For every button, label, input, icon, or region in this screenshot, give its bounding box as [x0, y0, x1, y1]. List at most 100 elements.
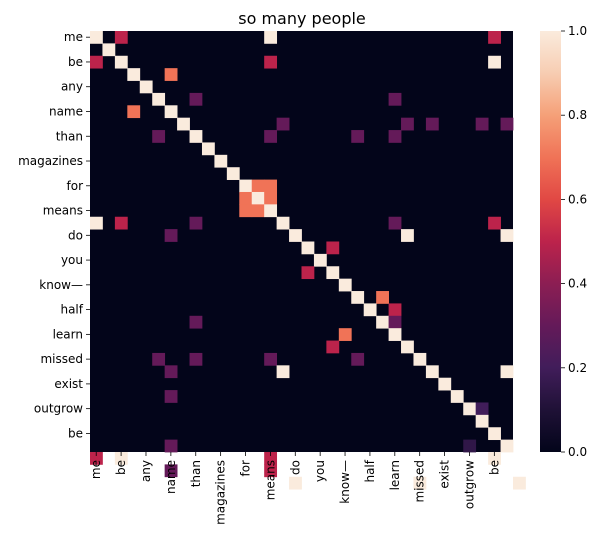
heatmap-cell	[239, 191, 253, 205]
y-tick-label: be	[68, 426, 83, 440]
heatmap-cell	[388, 92, 402, 106]
heatmap-cell	[239, 204, 253, 218]
heatmap-cell	[114, 452, 128, 465]
heatmap-cell	[264, 352, 278, 366]
x-tick-label: be	[114, 460, 128, 475]
heatmap-cell	[376, 315, 389, 329]
heatmap-cell	[488, 55, 501, 69]
y-tick-label: means	[43, 204, 83, 218]
heatmap-cell	[488, 31, 501, 44]
heatmap-cell	[488, 452, 501, 465]
x-axis: me be any name than magazines for means do you kno…	[89, 452, 501, 525]
x-tick-label: outgrow	[462, 460, 476, 509]
heatmap-cell	[164, 439, 178, 453]
x-tick-label: exist	[438, 460, 452, 489]
heatmap-cell	[475, 117, 489, 131]
heatmap-cell	[425, 117, 439, 131]
y-tick-label: magazines	[18, 154, 83, 168]
heatmap-cell	[114, 31, 128, 44]
heatmap-cell	[164, 390, 178, 403]
heatmap-cell	[251, 179, 265, 193]
heatmap-cell	[488, 216, 501, 230]
heatmap-cell	[189, 216, 203, 230]
heatmap-cell	[313, 253, 327, 267]
colorbar: 0.0 0.2 0.4 0.6 0.8 1.0	[540, 24, 587, 459]
heatmap-cell	[164, 105, 178, 119]
y-tick-label: any	[61, 80, 83, 94]
y-axis: me be any name than magazines for means do you kno…	[18, 30, 90, 440]
heatmap-cell	[264, 31, 278, 44]
heatmap-cell	[326, 340, 340, 354]
heatmap-cell	[351, 130, 365, 143]
y-tick-label: know—	[39, 278, 83, 292]
heatmap-cell	[264, 130, 278, 143]
heatmap-cell	[500, 365, 514, 379]
heatmap-cell	[438, 377, 452, 391]
x-tick-label: be	[487, 460, 501, 475]
heatmap-cell	[401, 340, 414, 354]
colorbar-tick-label: 0.0	[568, 445, 587, 459]
heatmap-cell	[214, 154, 228, 168]
heatmap-cell	[264, 55, 278, 69]
heatmap-cell	[264, 452, 278, 465]
y-tick-label: missed	[40, 352, 83, 366]
heatmap-cell	[90, 452, 103, 465]
heatmap-cell	[388, 328, 402, 341]
heatmap-cell	[289, 476, 302, 490]
x-tick-label: learn	[388, 460, 402, 490]
heatmap-cell	[114, 216, 128, 230]
x-tick-label: for	[239, 460, 253, 477]
heatmap-cell	[226, 167, 240, 180]
heatmap-cell	[127, 105, 141, 119]
heatmap-cell	[450, 390, 464, 403]
heatmap-cell	[326, 241, 340, 255]
heatmap-cell	[401, 117, 414, 131]
heatmap-cell	[177, 117, 190, 131]
colorbar-tick-label: 0.2	[568, 361, 587, 375]
x-tick-label: know—	[338, 460, 352, 504]
heatmap-cell	[189, 315, 203, 329]
y-tick-label: exist	[54, 377, 83, 391]
heatmap-cell	[189, 92, 203, 106]
heatmap-cell	[90, 55, 103, 69]
heatmap-cell	[388, 315, 402, 329]
colorbar-tick-label: 0.4	[568, 277, 587, 291]
heatmap-cell	[413, 352, 427, 366]
colorbar-tick-label: 0.8	[568, 108, 587, 122]
colorbar-gradient	[540, 31, 561, 452]
heatmap-cell	[189, 352, 203, 366]
x-tick-label: magazines	[214, 460, 228, 525]
heatmap-cell	[264, 464, 278, 478]
heatmap-cell	[251, 191, 265, 205]
heatmap-cell	[338, 328, 352, 341]
heatmap-cell	[376, 291, 389, 304]
x-tick-label: than	[189, 460, 203, 487]
x-tick-label: missed	[413, 460, 427, 503]
heatmap-cell	[301, 241, 315, 255]
heatmap-cell	[388, 216, 402, 230]
x-tick-label: me	[89, 460, 103, 479]
x-tick-label: means	[263, 460, 277, 500]
heatmap-cell	[351, 352, 365, 366]
x-tick-label: name	[164, 460, 178, 494]
heatmap-cell	[139, 80, 153, 94]
heatmap-cell	[326, 266, 340, 280]
heatmap-cell	[413, 476, 427, 490]
y-tick-label: for	[67, 179, 84, 193]
heatmap-cell	[401, 229, 414, 242]
y-tick-label: outgrow	[34, 402, 83, 416]
heatmap-cell	[388, 130, 402, 143]
heatmap-cell	[127, 68, 141, 81]
y-tick-label: do	[68, 228, 83, 242]
y-tick-label: than	[56, 129, 83, 143]
heatmap-cell	[276, 216, 290, 230]
heatmap-cell	[164, 365, 178, 379]
x-tick-label: do	[288, 460, 302, 475]
x-tick-label: you	[313, 460, 327, 482]
heatmap-cell	[201, 142, 215, 156]
heatmap-cell	[289, 229, 302, 242]
heatmap-plot-area	[90, 31, 526, 490]
heatmap-cell	[189, 130, 203, 143]
y-tick-label: you	[61, 253, 83, 267]
